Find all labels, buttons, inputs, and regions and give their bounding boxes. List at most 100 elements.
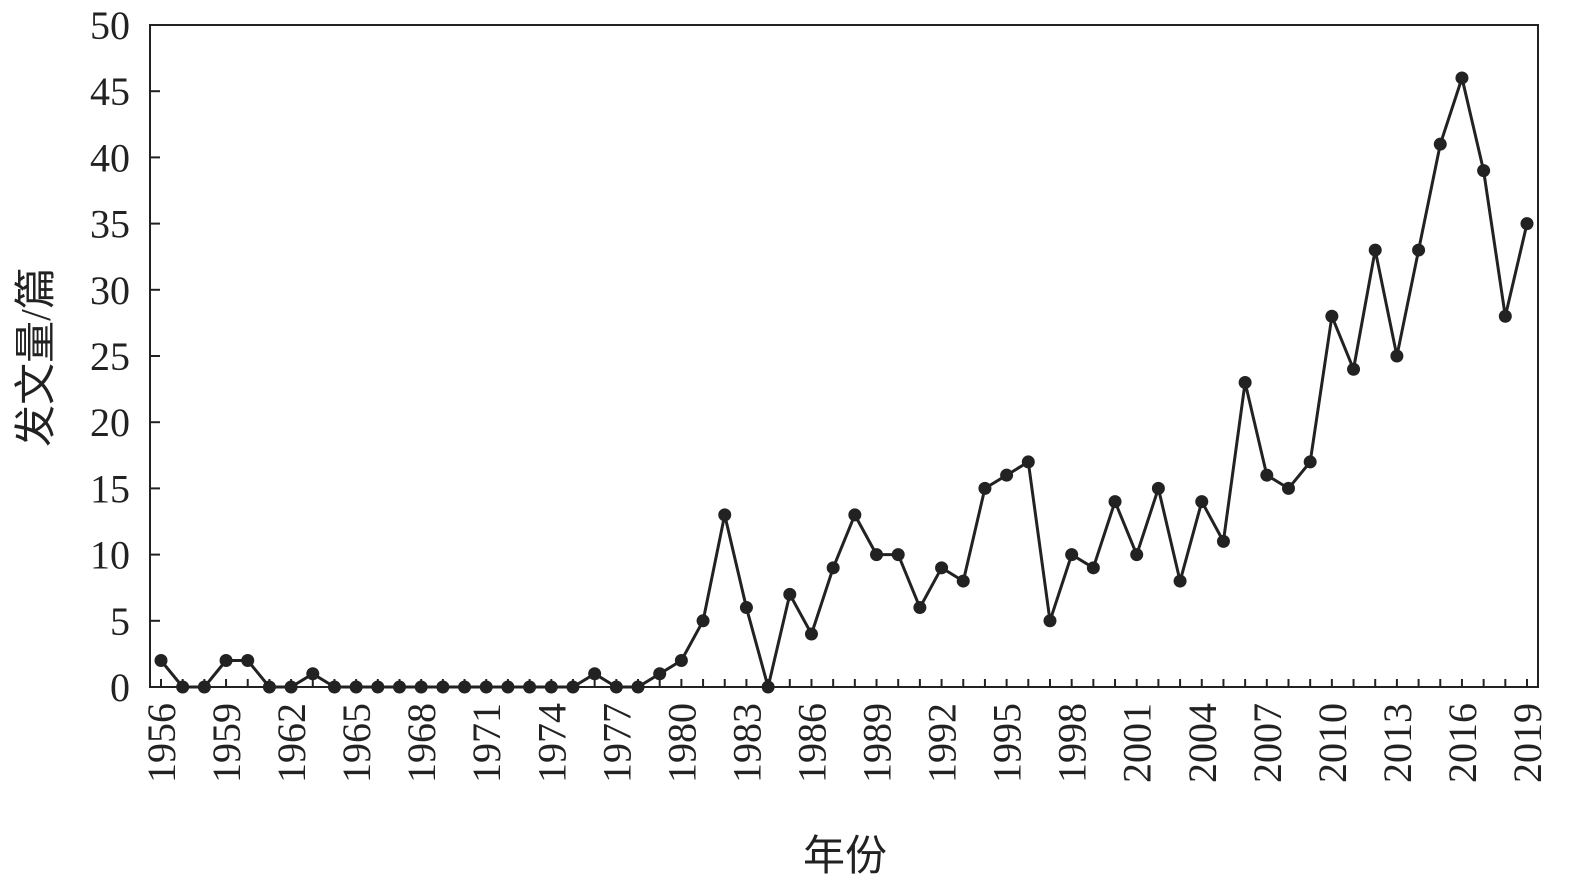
data-point [978, 481, 992, 495]
data-point [436, 680, 450, 694]
data-point [1412, 243, 1426, 257]
data-point [241, 654, 255, 668]
y-axis-label: 发文量/篇 [13, 267, 60, 447]
x-tick-label: 2004 [1180, 703, 1225, 783]
series-layer [154, 71, 1534, 694]
y-tick-label: 30 [90, 268, 130, 313]
data-point [1368, 243, 1382, 257]
x-tick-label: 1980 [659, 703, 704, 783]
y-tick-label: 10 [90, 533, 130, 578]
y-tick-label: 45 [90, 69, 130, 114]
ticks-layer: 0 5 10 15 20 25 30 35 40 45 50 1956 1959 1962 1965 1968… [90, 3, 1550, 783]
y-tick-label: 35 [90, 202, 130, 247]
data-point [393, 680, 407, 694]
data-point [501, 680, 515, 694]
data-point [1238, 375, 1252, 389]
series-line [159, 76, 1529, 689]
data-point [284, 680, 298, 694]
data-point [935, 561, 949, 575]
data-point [219, 654, 233, 668]
data-point [544, 680, 558, 694]
data-point [848, 508, 862, 522]
data-point [956, 574, 970, 588]
data-point [1260, 468, 1274, 482]
y-tick-label: 25 [90, 334, 130, 379]
x-tick-label: 1968 [399, 703, 444, 783]
x-tick-label: 1965 [334, 703, 379, 783]
data-point [718, 508, 732, 522]
data-point [1130, 548, 1144, 562]
data-point [371, 680, 385, 694]
y-tick-label: 50 [90, 3, 130, 48]
data-point [1086, 561, 1100, 575]
x-tick-label: 1983 [724, 703, 769, 783]
data-point [1325, 309, 1339, 323]
data-point [1455, 71, 1469, 85]
data-point [804, 627, 818, 641]
data-point [1520, 217, 1534, 231]
data-point [870, 548, 884, 562]
data-point [696, 614, 710, 628]
data-point [479, 680, 493, 694]
plot-frame [149, 24, 1539, 688]
x-tick-label: 2016 [1440, 703, 1485, 783]
data-point [1433, 137, 1447, 151]
data-point [826, 561, 840, 575]
data-point [306, 667, 320, 681]
data-point [739, 601, 753, 615]
data-point [523, 680, 537, 694]
y-tick-label: 20 [90, 400, 130, 445]
x-tick-label: 1998 [1050, 703, 1095, 783]
x-tick-label: 1995 [985, 703, 1030, 783]
x-tick-label: 2013 [1375, 703, 1420, 783]
data-point [761, 680, 775, 694]
x-tick-label: 1956 [139, 703, 184, 783]
data-point [1173, 574, 1187, 588]
x-tick-label: 1992 [920, 703, 965, 783]
data-point [414, 680, 428, 694]
x-tick-label: 1989 [855, 703, 900, 783]
data-point [1065, 548, 1079, 562]
data-point [1151, 481, 1165, 495]
x-tick-label: 2010 [1310, 703, 1355, 783]
y-tick-label: 5 [110, 599, 130, 644]
x-tick-label: 1962 [269, 703, 314, 783]
data-point [262, 680, 276, 694]
data-point [913, 601, 927, 615]
data-point [1347, 362, 1361, 376]
x-tick-label: 2007 [1245, 703, 1290, 783]
y-tick-label: 15 [90, 466, 130, 511]
x-tick-label: 1971 [464, 703, 509, 783]
data-point [1108, 495, 1122, 509]
data-point [891, 548, 905, 562]
x-tick-label: 1986 [789, 703, 834, 783]
data-point [1043, 614, 1057, 628]
data-point [631, 680, 645, 694]
data-point [1498, 309, 1512, 323]
data-point [1281, 481, 1295, 495]
data-point [349, 680, 363, 694]
data-point [1021, 455, 1035, 469]
x-tick-label: 1977 [594, 703, 639, 783]
y-tick-label: 0 [110, 665, 130, 710]
data-point [1195, 495, 1209, 509]
data-point [653, 667, 667, 681]
data-point [1303, 455, 1317, 469]
x-axis-label: 年份 [803, 833, 887, 880]
x-tick-label: 2001 [1115, 703, 1160, 783]
data-point [197, 680, 211, 694]
data-point [458, 680, 472, 694]
data-point [154, 654, 168, 668]
data-point [1390, 349, 1404, 363]
y-tick-label: 40 [90, 135, 130, 180]
data-point [783, 587, 797, 601]
data-point [566, 680, 580, 694]
x-tick-label: 1974 [529, 703, 574, 783]
data-point [1000, 468, 1014, 482]
x-tick-label: 2019 [1505, 703, 1550, 783]
data-point [176, 680, 190, 694]
data-point [588, 667, 602, 681]
data-point [1216, 534, 1230, 548]
